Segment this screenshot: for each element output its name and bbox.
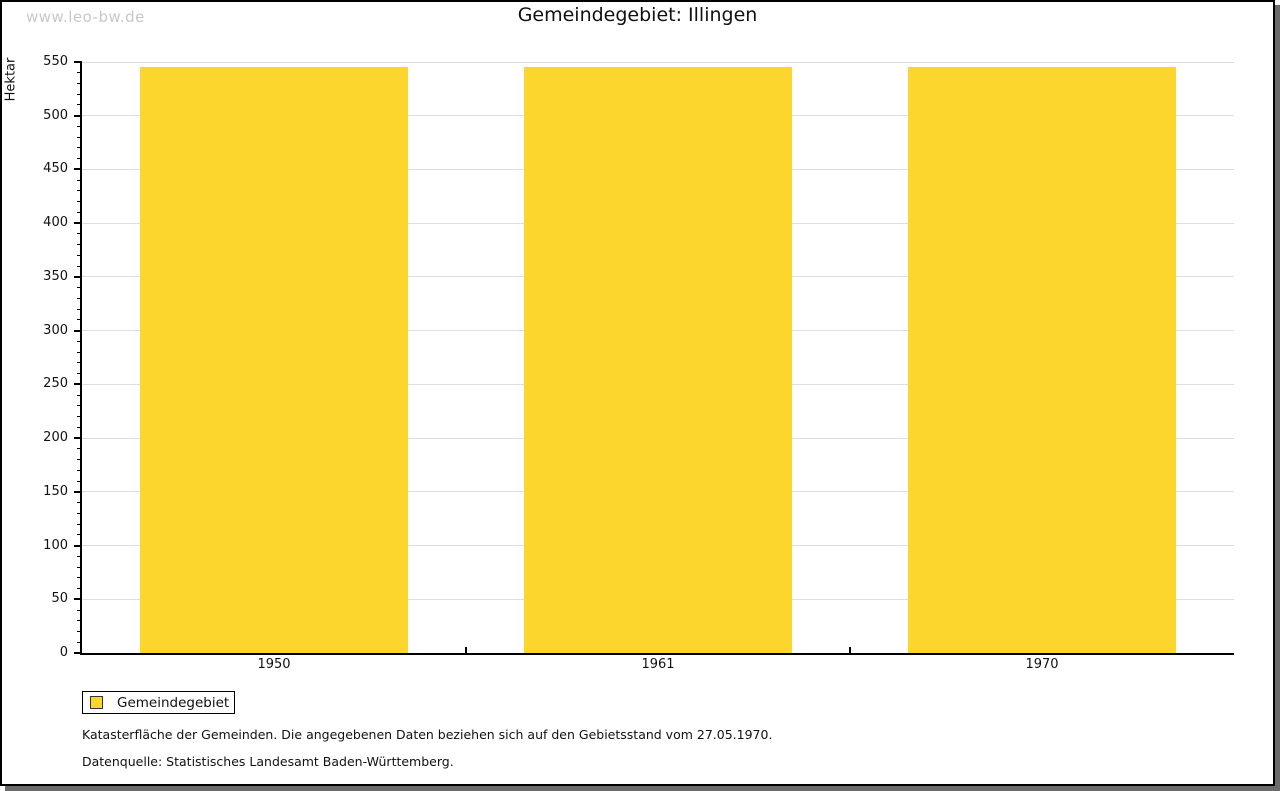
y-minor-tick-70 bbox=[77, 577, 82, 579]
y-axis-labels: 0 50 100 150 200 250 300 350 400 450 500 550 bbox=[20, 54, 68, 660]
y-tick-label-450: 450 bbox=[43, 161, 68, 177]
y-minor-tick-440 bbox=[77, 179, 82, 181]
y-major-tick-100 bbox=[74, 544, 82, 547]
y-minor-tick-230 bbox=[77, 405, 82, 407]
y-minor-tick-240 bbox=[77, 394, 82, 396]
y-tick-label-50: 50 bbox=[51, 591, 68, 607]
y-tick-label-500: 500 bbox=[43, 107, 68, 123]
y-minor-tick-470 bbox=[77, 147, 82, 149]
y-minor-tick-410 bbox=[77, 211, 82, 213]
y-axis-title: Hektar bbox=[3, 57, 19, 102]
y-minor-tick-430 bbox=[77, 190, 82, 192]
x-tick-label-1950: 1950 bbox=[257, 657, 291, 672]
y-minor-tick-60 bbox=[77, 588, 82, 590]
y-major-tick-50 bbox=[74, 598, 82, 601]
y-major-tick-350 bbox=[74, 275, 82, 278]
x-axis-labels: 1950 1961 1970 bbox=[82, 657, 1234, 677]
chart-title: Gemeindegebiet: Illingen bbox=[517, 4, 758, 26]
y-minor-tick-360 bbox=[77, 265, 82, 267]
y-major-tick-200 bbox=[74, 437, 82, 440]
y-major-tick-250 bbox=[74, 383, 82, 386]
y-minor-tick-180 bbox=[77, 459, 82, 461]
y-tick-label-0: 0 bbox=[59, 645, 68, 660]
y-tick-label-400: 400 bbox=[43, 215, 68, 231]
y-minor-tick-40 bbox=[77, 609, 82, 611]
y-tick-label-550: 550 bbox=[43, 54, 68, 69]
y-tick-label-100: 100 bbox=[43, 537, 68, 553]
y-minor-tick-290 bbox=[77, 340, 82, 342]
y-minor-tick-280 bbox=[77, 351, 82, 353]
y-major-tick-500 bbox=[74, 114, 82, 117]
y-minor-tick-130 bbox=[77, 512, 82, 514]
y-minor-tick-30 bbox=[77, 620, 82, 622]
y-tick-label-200: 200 bbox=[43, 430, 68, 446]
legend: Gemeindegebiet bbox=[82, 691, 235, 714]
y-major-tick-450 bbox=[74, 168, 82, 171]
plot-area bbox=[80, 61, 1234, 655]
y-minor-tick-210 bbox=[77, 426, 82, 428]
y-major-tick-550 bbox=[74, 61, 82, 63]
footnote-data-source: Datenquelle: Statistisches Landesamt Bad… bbox=[82, 754, 454, 769]
y-minor-tick-320 bbox=[77, 308, 82, 310]
y-minor-tick-140 bbox=[77, 502, 82, 504]
bar-1950[interactable] bbox=[139, 67, 409, 653]
y-minor-tick-340 bbox=[77, 287, 82, 289]
y-major-tick-150 bbox=[74, 490, 82, 493]
y-major-tick-300 bbox=[74, 329, 82, 332]
footnote-source-note: Katasterfläche der Gemeinden. Die angege… bbox=[82, 727, 773, 742]
x-tick-label-1961: 1961 bbox=[641, 657, 675, 672]
y-minor-tick-330 bbox=[77, 297, 82, 299]
y-minor-tick-460 bbox=[77, 158, 82, 160]
y-minor-tick-310 bbox=[77, 319, 82, 321]
y-minor-tick-220 bbox=[77, 416, 82, 418]
y-minor-tick-490 bbox=[77, 125, 82, 127]
y-major-tick-0 bbox=[74, 652, 82, 654]
y-minor-tick-170 bbox=[77, 469, 82, 471]
y-minor-tick-370 bbox=[77, 254, 82, 256]
y-tick-label-350: 350 bbox=[43, 268, 68, 284]
y-minor-tick-110 bbox=[77, 534, 82, 536]
x-boundary-tick-2 bbox=[849, 647, 851, 653]
y-minor-tick-380 bbox=[77, 244, 82, 246]
y-minor-tick-10 bbox=[77, 641, 82, 643]
y-minor-tick-20 bbox=[77, 631, 82, 632]
x-tick-label-1970: 1970 bbox=[1025, 657, 1059, 672]
legend-swatch bbox=[90, 696, 103, 709]
y-minor-tick-80 bbox=[77, 566, 82, 568]
gridline-550 bbox=[82, 61, 1234, 63]
y-minor-tick-120 bbox=[77, 523, 82, 525]
y-axis-ticks bbox=[60, 61, 82, 654]
legend-label: Gemeindegebiet bbox=[117, 694, 230, 711]
y-minor-tick-160 bbox=[77, 480, 82, 482]
y-major-tick-400 bbox=[74, 222, 82, 225]
y-minor-tick-530 bbox=[77, 82, 82, 84]
y-minor-tick-420 bbox=[77, 201, 82, 203]
y-minor-tick-480 bbox=[77, 136, 82, 138]
y-minor-tick-270 bbox=[77, 362, 82, 364]
y-tick-label-250: 250 bbox=[43, 376, 68, 392]
watermark: www.leo-bw.de bbox=[26, 8, 145, 26]
y-minor-tick-90 bbox=[77, 555, 82, 557]
bar-1961[interactable] bbox=[523, 67, 793, 653]
y-minor-tick-510 bbox=[77, 104, 82, 106]
bar-1970[interactable] bbox=[907, 67, 1177, 653]
y-minor-tick-390 bbox=[77, 233, 82, 235]
y-minor-tick-520 bbox=[77, 93, 82, 95]
y-minor-tick-260 bbox=[77, 373, 82, 375]
y-minor-tick-190 bbox=[77, 448, 82, 450]
y-minor-tick-540 bbox=[77, 72, 82, 74]
y-tick-label-150: 150 bbox=[43, 483, 68, 499]
x-boundary-tick-1 bbox=[465, 647, 467, 653]
y-tick-label-300: 300 bbox=[43, 322, 68, 338]
